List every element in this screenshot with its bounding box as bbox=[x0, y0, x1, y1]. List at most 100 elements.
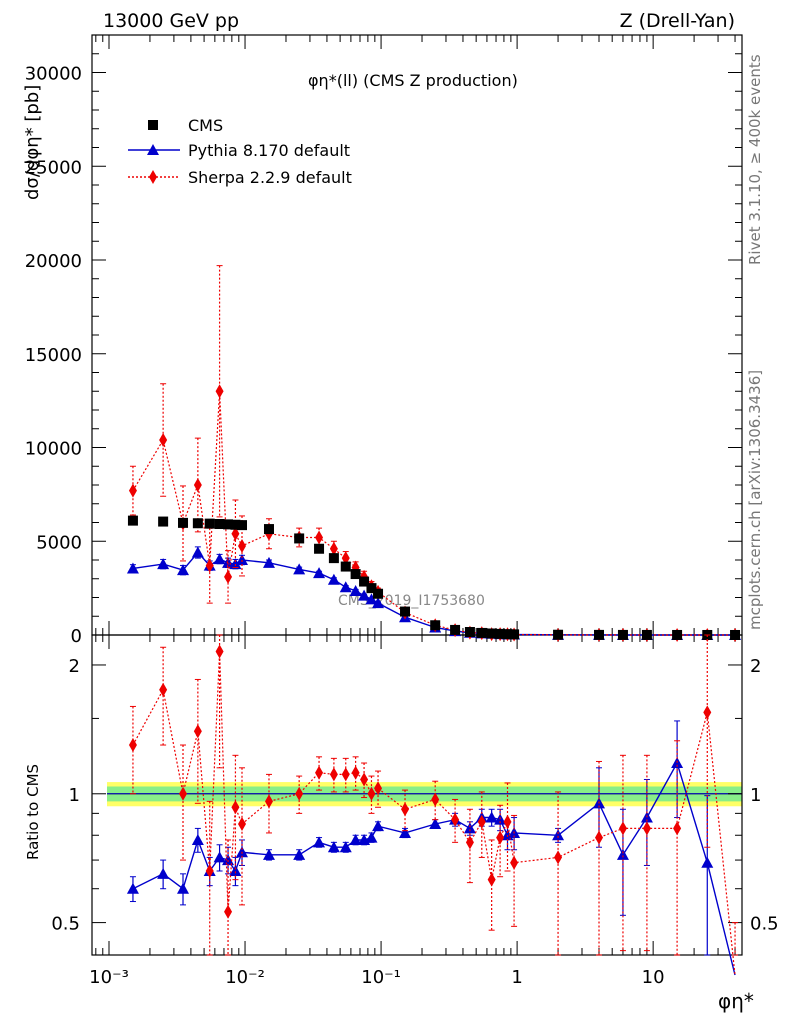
pythia-point bbox=[213, 553, 226, 565]
ratio-pythia-point bbox=[157, 867, 170, 879]
ratio-tick-label-right: 2 bbox=[750, 656, 761, 677]
x-tick-label: 10 bbox=[642, 967, 665, 988]
y-tick-label: 10000 bbox=[25, 439, 82, 460]
ratio-sherpa-point bbox=[503, 814, 512, 829]
pythia-point bbox=[262, 556, 275, 568]
ratio-tick-label: 1 bbox=[69, 785, 80, 806]
cms-point bbox=[340, 561, 351, 572]
sherpa-point bbox=[193, 478, 202, 492]
ratio-pythia-point bbox=[262, 848, 275, 860]
ratio-sherpa-point bbox=[205, 864, 214, 879]
cms-point bbox=[495, 628, 506, 639]
pythia-point bbox=[157, 558, 170, 570]
pythia-point bbox=[349, 584, 362, 596]
sherpa-point bbox=[159, 433, 168, 447]
x-tick-label: 10⁻¹ bbox=[361, 967, 401, 988]
cms-point bbox=[237, 520, 248, 531]
ratio-sherpa-point bbox=[451, 812, 460, 827]
legend: CMS Pythia 8.170 default Sherpa 2.2.9 defa… bbox=[128, 116, 352, 187]
ratio-pythia-point bbox=[293, 848, 306, 860]
ratio-pythia-point bbox=[399, 826, 412, 838]
header-right: Z (Drell-Yan) bbox=[620, 10, 735, 32]
pythia-point bbox=[126, 562, 139, 574]
ratio-sherpa-point bbox=[367, 786, 376, 801]
sherpa-point bbox=[205, 558, 214, 573]
y-tick-label: 15000 bbox=[25, 345, 82, 366]
cms-point bbox=[366, 583, 377, 594]
ratio-pythia-line bbox=[132, 761, 736, 976]
ratio-sherpa-point bbox=[215, 644, 224, 659]
ratio-pythia-point bbox=[213, 851, 226, 863]
ratio-frame: 10⁻³ 10⁻² 10⁻¹ 1 10 0.5 0.5 1 1 2 2 bbox=[51, 634, 779, 988]
ratio-sherpa-point bbox=[224, 904, 233, 919]
legend-label: CMS bbox=[188, 116, 223, 135]
ratio-sherpa-line bbox=[132, 651, 736, 976]
pythia-point bbox=[365, 593, 378, 605]
ratio-sherpa-point bbox=[351, 765, 360, 780]
ratio-sherpa-point bbox=[642, 821, 651, 836]
cms-point bbox=[214, 519, 225, 529]
ratio-sherpa-point bbox=[360, 772, 369, 787]
ratio-sherpa-point bbox=[595, 830, 604, 845]
ratio-sherpa-point bbox=[315, 765, 324, 780]
ratio-pythia-point bbox=[229, 865, 242, 877]
x-tick-label: 10⁻³ bbox=[89, 967, 129, 988]
ratio-y-label: Ratio to CMS bbox=[24, 764, 42, 860]
ratio-sherpa-point bbox=[477, 814, 486, 829]
ratio-pythia-point bbox=[126, 882, 139, 894]
ratio-sherpa-point bbox=[159, 682, 168, 697]
sherpa-point bbox=[315, 530, 324, 545]
plot-title: φη*(ll) (CMS Z production) bbox=[308, 71, 518, 90]
legend-marker bbox=[147, 144, 159, 155]
ratio-sherpa-point bbox=[341, 767, 350, 782]
cms-point bbox=[230, 519, 241, 530]
cms-point bbox=[192, 518, 203, 529]
sherpa-point bbox=[128, 483, 137, 498]
ratio-pythia-point bbox=[485, 811, 498, 823]
pythia-point bbox=[313, 567, 326, 579]
cms-point bbox=[594, 629, 605, 640]
ratio-sherpa-point bbox=[193, 724, 202, 739]
ratio-tick-label: 2 bbox=[69, 656, 80, 677]
ratio-sherpa-point bbox=[231, 800, 240, 815]
legend-label: Pythia 8.170 default bbox=[188, 141, 350, 160]
ratio-series bbox=[126, 634, 739, 976]
legend-marker bbox=[149, 170, 157, 184]
ratio-sherpa-point bbox=[510, 855, 519, 870]
ratio-sherpa-point bbox=[238, 816, 247, 831]
x-tick-label: 1 bbox=[511, 967, 522, 988]
ratio-sherpa-point bbox=[673, 821, 682, 836]
cms-point bbox=[509, 629, 520, 640]
cms-point bbox=[502, 629, 513, 640]
sherpa-point bbox=[231, 526, 240, 541]
cms-point bbox=[430, 620, 441, 631]
cms-point bbox=[672, 629, 683, 640]
ratio-tick-label: 0.5 bbox=[51, 914, 80, 935]
cms-point bbox=[553, 629, 564, 640]
pythia-point bbox=[222, 556, 235, 568]
cms-point bbox=[617, 629, 628, 640]
cms-point bbox=[641, 629, 652, 640]
ratio-sherpa-point bbox=[128, 738, 137, 753]
cms-point bbox=[350, 569, 361, 580]
cms-point bbox=[400, 606, 411, 617]
side-rivet: Rivet 3.1.10, ≥ 400k events bbox=[746, 54, 764, 265]
sherpa-point bbox=[238, 538, 247, 553]
ratio-pythia-point bbox=[339, 841, 352, 853]
pythia-point bbox=[177, 564, 190, 576]
cms-point bbox=[204, 518, 215, 529]
cms-point bbox=[359, 576, 370, 587]
pythia-point bbox=[191, 546, 204, 558]
cms-point bbox=[314, 543, 325, 554]
ratio-sherpa-point bbox=[465, 835, 474, 850]
cms-point bbox=[328, 553, 339, 564]
ratio-sherpa-point bbox=[487, 872, 496, 887]
ratio-pythia-point bbox=[429, 817, 442, 829]
y-tick-label: 20000 bbox=[25, 251, 82, 272]
pythia-point bbox=[358, 589, 371, 601]
cms-point bbox=[373, 588, 384, 599]
ratio-pythia-point bbox=[349, 833, 362, 845]
ratio-pythia-point bbox=[327, 841, 340, 853]
ratio-pythia-point bbox=[552, 829, 565, 841]
cms-point bbox=[294, 533, 305, 544]
